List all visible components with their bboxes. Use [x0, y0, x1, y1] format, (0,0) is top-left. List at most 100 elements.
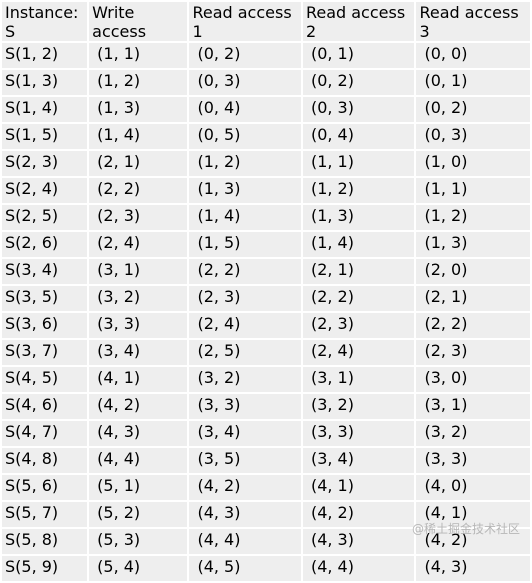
- table-row: S(3, 4) (3, 1) (2, 2) (2, 1) (2, 0): [2, 259, 530, 284]
- write-access-cell: (4, 3): [89, 421, 188, 446]
- instance-cell: S(1, 3): [2, 70, 88, 95]
- read-access-2-cell: (2, 3): [302, 313, 415, 338]
- header-read-access-2: Read access 2: [302, 2, 415, 41]
- read-access-1-cell: (3, 4): [189, 421, 301, 446]
- header-read-access-3: Read access 3: [416, 2, 530, 41]
- read-access-1-cell: (2, 5): [189, 340, 301, 365]
- table-row: S(3, 7) (3, 4) (2, 5) (2, 4) (2, 3): [2, 340, 530, 365]
- write-access-cell: (5, 3): [89, 529, 188, 554]
- instance-cell: S(1, 4): [2, 97, 88, 122]
- read-access-1-cell: (1, 3): [189, 178, 301, 203]
- read-access-1-cell: (1, 4): [189, 205, 301, 230]
- read-access-1-cell: (3, 5): [189, 448, 301, 473]
- table-row: S(4, 6) (4, 2) (3, 3) (3, 2) (3, 1): [2, 394, 530, 419]
- read-access-2-cell: (4, 4): [302, 556, 415, 581]
- table-row: S(2, 3) (2, 1) (1, 2) (1, 1) (1, 0): [2, 151, 530, 176]
- write-access-cell: (5, 4): [89, 556, 188, 581]
- read-access-2-cell: (4, 2): [302, 502, 415, 527]
- read-access-3-cell: (0, 3): [416, 124, 530, 149]
- read-access-1-cell: (2, 2): [189, 259, 301, 284]
- instance-cell: S(2, 4): [2, 178, 88, 203]
- read-access-3-cell: (0, 2): [416, 97, 530, 122]
- read-access-1-cell: (4, 2): [189, 475, 301, 500]
- instance-cell: S(4, 8): [2, 448, 88, 473]
- read-access-1-cell: (0, 4): [189, 97, 301, 122]
- write-access-cell: (2, 4): [89, 232, 188, 257]
- table-row: S(3, 6) (3, 3) (2, 4) (2, 3) (2, 2): [2, 313, 530, 338]
- read-access-3-cell: (0, 1): [416, 70, 530, 95]
- instance-cell: S(4, 6): [2, 394, 88, 419]
- read-access-2-cell: (1, 4): [302, 232, 415, 257]
- instance-cell: S(1, 5): [2, 124, 88, 149]
- read-access-1-cell: (1, 5): [189, 232, 301, 257]
- write-access-cell: (1, 2): [89, 70, 188, 95]
- write-access-cell: (3, 2): [89, 286, 188, 311]
- header-instance: Instance: S: [2, 2, 88, 41]
- table-row: S(1, 3) (1, 2) (0, 3) (0, 2) (0, 1): [2, 70, 530, 95]
- table-row: S(2, 5) (2, 3) (1, 4) (1, 3) (1, 2): [2, 205, 530, 230]
- write-access-cell: (4, 2): [89, 394, 188, 419]
- read-access-2-cell: (0, 4): [302, 124, 415, 149]
- read-access-2-cell: (3, 4): [302, 448, 415, 473]
- read-access-2-cell: (3, 1): [302, 367, 415, 392]
- write-access-cell: (3, 1): [89, 259, 188, 284]
- read-access-3-cell: (0, 0): [416, 43, 530, 68]
- write-access-cell: (4, 4): [89, 448, 188, 473]
- instance-cell: S(5, 7): [2, 502, 88, 527]
- read-access-2-cell: (2, 4): [302, 340, 415, 365]
- table-row: S(5, 7) (5, 2) (4, 3) (4, 2) (4, 1): [2, 502, 530, 527]
- instance-cell: S(3, 5): [2, 286, 88, 311]
- header-write-access: Write access: [89, 2, 188, 41]
- read-access-3-cell: (3, 3): [416, 448, 530, 473]
- read-access-1-cell: (4, 4): [189, 529, 301, 554]
- read-access-1-cell: (4, 5): [189, 556, 301, 581]
- read-access-2-cell: (2, 1): [302, 259, 415, 284]
- table-row: S(1, 4) (1, 3) (0, 4) (0, 3) (0, 2): [2, 97, 530, 122]
- instance-cell: S(3, 6): [2, 313, 88, 338]
- read-access-1-cell: (3, 2): [189, 367, 301, 392]
- instance-cell: S(2, 3): [2, 151, 88, 176]
- table-row: S(5, 6) (5, 1) (4, 2) (4, 1) (4, 0): [2, 475, 530, 500]
- read-access-2-cell: (0, 1): [302, 43, 415, 68]
- instance-cell: S(3, 7): [2, 340, 88, 365]
- instance-cell: S(3, 4): [2, 259, 88, 284]
- table-row: S(4, 5) (4, 1) (3, 2) (3, 1) (3, 0): [2, 367, 530, 392]
- table-row: S(1, 2) (1, 1) (0, 2) (0, 1) (0, 0): [2, 43, 530, 68]
- read-access-1-cell: (3, 3): [189, 394, 301, 419]
- write-access-cell: (5, 1): [89, 475, 188, 500]
- read-access-2-cell: (1, 1): [302, 151, 415, 176]
- instance-cell: S(2, 6): [2, 232, 88, 257]
- read-access-1-cell: (0, 5): [189, 124, 301, 149]
- table-row: S(5, 9) (5, 4) (4, 5) (4, 4) (4, 3): [2, 556, 530, 581]
- instance-cell: S(4, 5): [2, 367, 88, 392]
- read-access-3-cell: (2, 0): [416, 259, 530, 284]
- read-access-3-cell: (1, 1): [416, 178, 530, 203]
- read-access-3-cell: (4, 1): [416, 502, 530, 527]
- watermark: @稀土掘金技术社区: [411, 522, 520, 536]
- read-access-3-cell: (2, 2): [416, 313, 530, 338]
- read-access-3-cell: (3, 2): [416, 421, 530, 446]
- read-access-1-cell: (4, 3): [189, 502, 301, 527]
- read-access-2-cell: (0, 3): [302, 97, 415, 122]
- table-body: S(1, 2) (1, 1) (0, 2) (0, 1) (0, 0) S(1, 3) (1…: [2, 43, 530, 581]
- read-access-2-cell: (0, 2): [302, 70, 415, 95]
- write-access-cell: (1, 1): [89, 43, 188, 68]
- table-row: S(4, 8) (4, 4) (3, 5) (3, 4) (3, 3): [2, 448, 530, 473]
- header-row: Instance: S Write access Read access 1 R…: [2, 2, 530, 41]
- read-access-2-cell: (4, 1): [302, 475, 415, 500]
- read-access-3-cell: (1, 2): [416, 205, 530, 230]
- read-access-3-cell: (2, 1): [416, 286, 530, 311]
- read-access-3-cell: (3, 0): [416, 367, 530, 392]
- write-access-cell: (1, 4): [89, 124, 188, 149]
- instance-cell: S(5, 8): [2, 529, 88, 554]
- instance-cell: S(5, 9): [2, 556, 88, 581]
- read-access-3-cell: (2, 3): [416, 340, 530, 365]
- instance-cell: S(2, 5): [2, 205, 88, 230]
- write-access-cell: (2, 3): [89, 205, 188, 230]
- read-access-2-cell: (1, 2): [302, 178, 415, 203]
- instance-cell: S(1, 2): [2, 43, 88, 68]
- table-row: S(1, 5) (1, 4) (0, 5) (0, 4) (0, 3): [2, 124, 530, 149]
- read-access-3-cell: (1, 3): [416, 232, 530, 257]
- write-access-cell: (5, 2): [89, 502, 188, 527]
